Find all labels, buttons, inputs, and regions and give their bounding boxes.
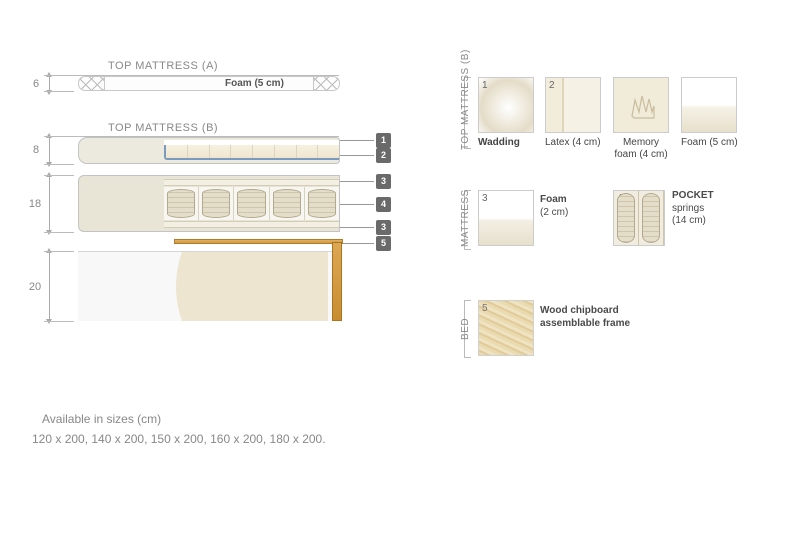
swatch-wadding: 1 (478, 77, 534, 133)
callout-1: 1 (376, 133, 391, 148)
swatch-foam2: 3 (478, 190, 534, 246)
label-foam5: Foam (5 cm) (681, 137, 751, 149)
swatch-foam5 (681, 77, 737, 133)
swatch-pocket: 4 (613, 190, 665, 246)
label-pocket-1: POCKET (672, 190, 714, 201)
legend-group-mat: MATTRESS (460, 189, 471, 247)
label-pocket-3: (14 cm) (672, 215, 706, 226)
legend-group-topb: TOP MATTRESS (B) (460, 49, 471, 150)
label-chip-1: Wood chipboard (540, 305, 619, 316)
top-mattress-a: Foam (5 cm) (78, 76, 340, 91)
legend-group-bed: BED (460, 318, 471, 340)
label-pocket-2: springs (672, 203, 704, 214)
title-top-a: TOP MATTRESS (A) (108, 60, 218, 72)
callout-5: 5 (376, 236, 391, 251)
callout-2: 2 (376, 148, 391, 163)
foam-a-label: Foam (5 cm) (105, 77, 284, 90)
sizes-title: Available in sizes (cm) (42, 412, 161, 426)
callout-3b: 3 (376, 220, 391, 235)
label-wadding: Wadding (478, 137, 548, 149)
dim-bed: 20 (25, 281, 45, 293)
title-top-b: TOP MATTRESS (B) (108, 122, 218, 134)
mattress-section (78, 175, 340, 232)
label-chip-2: assemblable frame (540, 318, 630, 329)
callout-3a: 3 (376, 174, 391, 189)
dim-mat: 18 (25, 198, 45, 210)
top-mattress-b (78, 137, 340, 164)
label-memory-2: foam (4 cm) (614, 149, 667, 160)
callout-4: 4 (376, 197, 391, 212)
dim-a: 6 (28, 78, 44, 90)
label-latex: Latex (4 cm) (545, 137, 615, 149)
label-foam2-1: Foam (540, 194, 567, 205)
swatch-latex: 2 (545, 77, 601, 133)
swatch-chip: 5 (478, 300, 534, 356)
swatch-memory (613, 77, 669, 133)
wood-strip (174, 239, 343, 244)
mattress-diagram: 6 8 18 20 TOP MATTRESS (A) Foam (5 cm) T… (0, 0, 800, 533)
bed-side-rail (332, 242, 342, 321)
label-memory-1: Memory (623, 137, 659, 148)
sizes-list: 120 x 200, 140 x 200, 150 x 200, 160 x 2… (32, 432, 326, 446)
label-foam2-2: (2 cm) (540, 207, 568, 218)
dim-b: 8 (28, 144, 44, 156)
bed-section (78, 251, 340, 321)
